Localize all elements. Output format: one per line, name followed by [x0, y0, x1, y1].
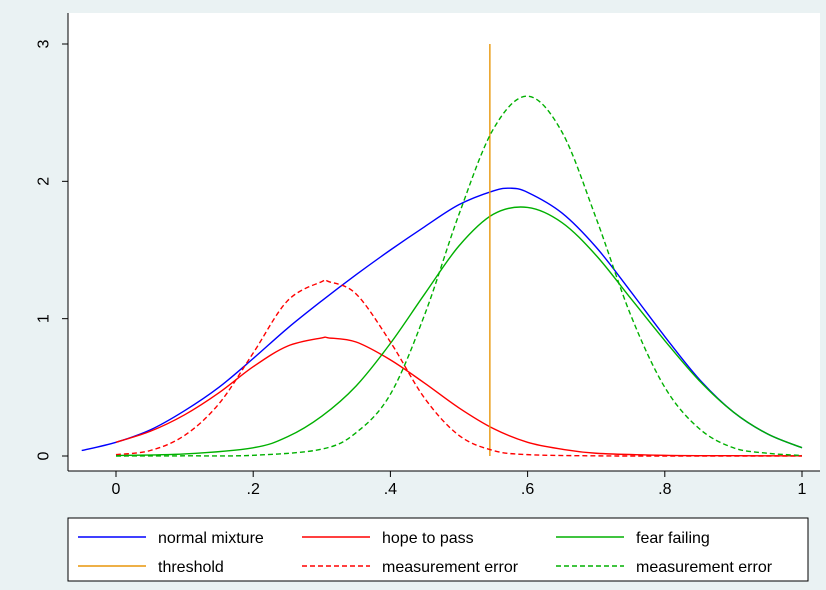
legend-label: measurement error: [636, 559, 773, 576]
x-tick-label: 0: [112, 481, 121, 498]
x-tick-label: 1: [798, 481, 807, 498]
axes: 0 .2 .4 .6 .8 1 0 1 2 3: [36, 13, 820, 498]
series-line-fear-failing-2: [115, 206, 803, 457]
legend-label: hope to pass: [382, 530, 474, 547]
legend-label: fear failing: [636, 530, 710, 547]
series-line-measurement-error-4: [115, 278, 803, 457]
x-tick-label: .8: [658, 481, 671, 498]
plot-area: [68, 13, 820, 471]
legend-label: measurement error: [382, 559, 519, 576]
series-line-hope-to-pass-1: [115, 336, 803, 457]
y-tick-label: 1: [36, 314, 53, 323]
legend: normal mixture hope to pass fear failing th…: [67, 517, 809, 582]
x-tick-label: .2: [247, 481, 260, 498]
series-line-normal-mixture-0: [81, 187, 803, 452]
y-tick-label: 0: [36, 451, 53, 460]
y-tick-label: 2: [36, 177, 53, 186]
legend-label: threshold: [158, 559, 224, 576]
series-lines: [81, 44, 803, 457]
x-tick-label: .4: [384, 481, 397, 498]
legend-box: [67, 517, 809, 582]
x-tick-label: .6: [521, 481, 534, 498]
y-tick-label: 3: [36, 39, 53, 48]
legend-label: normal mixture: [158, 530, 264, 547]
series-line-measurement-error-5: [115, 95, 803, 457]
